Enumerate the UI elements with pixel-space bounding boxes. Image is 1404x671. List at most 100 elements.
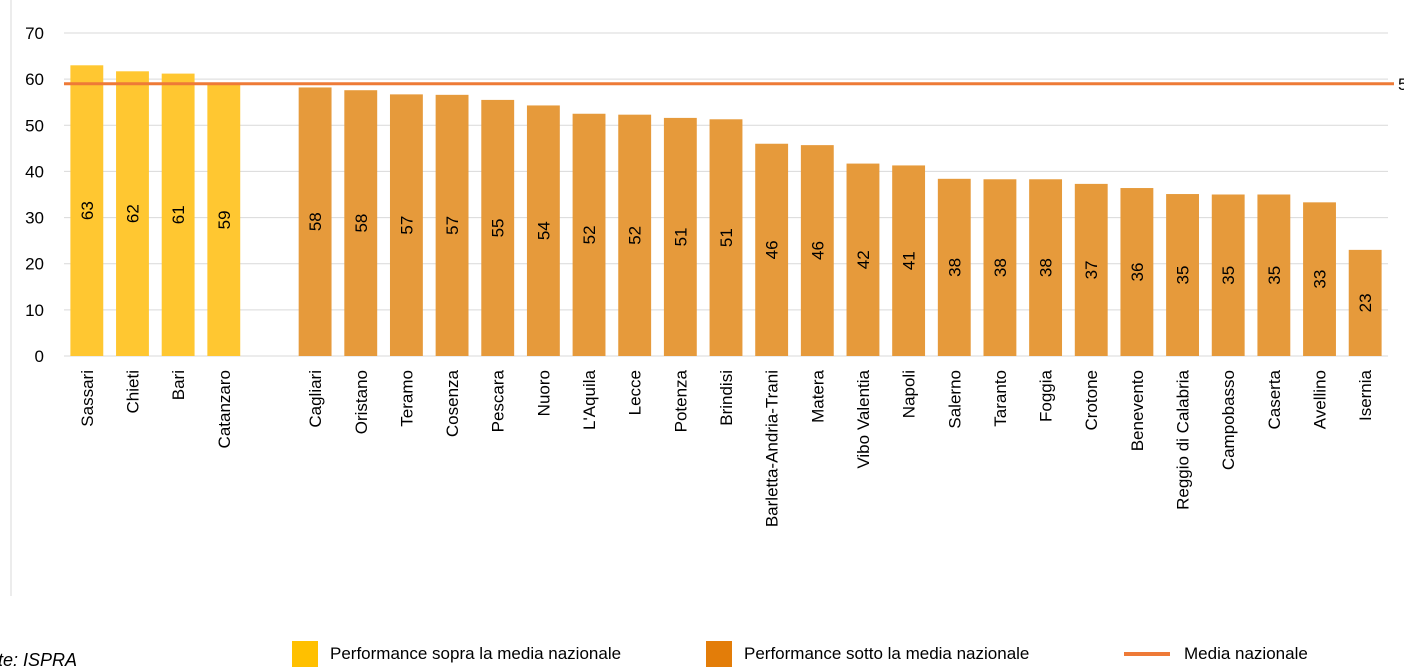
bar-catanzaro xyxy=(207,83,241,356)
bar-value-label: 58 xyxy=(306,212,325,231)
x-tick-label: Nuoro xyxy=(534,370,553,416)
x-tick-label: Bari xyxy=(169,370,188,400)
reference-line-group: 59 xyxy=(64,75,1404,94)
bar-value-label: 46 xyxy=(808,241,827,260)
y-tick-label: 50 xyxy=(25,116,44,135)
bars xyxy=(70,65,1382,357)
x-tick-label: Taranto xyxy=(991,370,1010,427)
y-tick-label: 40 xyxy=(25,162,44,181)
x-tick-label: Potenza xyxy=(671,369,690,432)
bar-value-label: 36 xyxy=(1128,263,1147,282)
bar-value-label: 35 xyxy=(1219,266,1238,285)
x-tick-label: Crotone xyxy=(1082,370,1101,430)
x-tick-label: Lecce xyxy=(626,370,645,415)
x-tick-label: Oristano xyxy=(352,370,371,434)
x-tick-label: Isernia xyxy=(1356,369,1375,421)
y-tick-label: 0 xyxy=(35,347,44,366)
legend-swatch-line xyxy=(1124,652,1170,656)
y-tick-label: 20 xyxy=(25,255,44,274)
bar-nuoro xyxy=(526,105,560,357)
bar-value-label: 35 xyxy=(1265,266,1284,285)
bar-campobasso xyxy=(1211,194,1245,356)
x-tick-label: Barletta-Andria-Trani xyxy=(763,370,782,527)
bar-value-label: 62 xyxy=(123,204,142,223)
bar-benevento xyxy=(1120,188,1154,356)
x-tick-label: Benevento xyxy=(1128,370,1147,451)
bar-value-label: 42 xyxy=(854,250,873,269)
bar-value-label: 63 xyxy=(78,201,97,220)
x-tick-label: Cagliari xyxy=(306,370,325,428)
bar-bari xyxy=(161,73,195,356)
bar-value-label: 41 xyxy=(900,251,919,270)
bar-avellino xyxy=(1303,202,1336,356)
legend-item-line: Media nazionale xyxy=(1124,640,1308,668)
x-tick-label: Foggia xyxy=(1037,369,1056,422)
bar-sassari xyxy=(70,65,104,357)
bar-value-label: 51 xyxy=(717,228,736,247)
legend-swatch-below xyxy=(706,641,732,667)
bar-pescara xyxy=(481,99,515,357)
bar-value-label: 57 xyxy=(443,216,462,235)
bar-value-label: 57 xyxy=(397,216,416,235)
bar-oristano xyxy=(344,90,378,357)
x-tick-label: Sassari xyxy=(78,370,97,427)
legend-item-above: Performance sopra la media nazionale xyxy=(292,640,621,668)
x-tick-label: Avellino xyxy=(1311,370,1330,429)
bar-value-label: 55 xyxy=(489,218,508,237)
bar-value-labels: 63 62 61 59 58 58 57 57 55 54 52 52 51 51 46 46 42 41 38 38… xyxy=(78,201,1375,312)
bar-isernia xyxy=(1348,249,1382,356)
legend-item-below: Performance sotto la media nazionale xyxy=(706,640,1029,668)
bar-vibo-valentia xyxy=(846,163,880,356)
bar-crotone xyxy=(1074,183,1108,356)
bar-value-label: 23 xyxy=(1356,293,1375,312)
bar-barletta-andria-trani xyxy=(755,143,789,356)
y-axis-ticks: 0 10 20 30 40 50 60 70 xyxy=(25,24,44,366)
bar-foggia xyxy=(1029,179,1063,356)
legend-swatch-above xyxy=(292,641,318,667)
bar-caserta xyxy=(1257,194,1291,356)
bar-value-label: 54 xyxy=(534,221,553,240)
legend-label-below: Performance sotto la media nazionale xyxy=(744,644,1030,663)
bar-value-label: 35 xyxy=(1174,266,1193,285)
bar-napoli xyxy=(892,165,926,356)
x-tick-label: Salerno xyxy=(945,370,964,429)
bar-lecce xyxy=(618,114,652,357)
x-tick-label: Reggio di Calabria xyxy=(1174,369,1193,509)
bar-value-label: 38 xyxy=(945,258,964,277)
x-tick-label: L'Aquila xyxy=(580,369,599,430)
x-tick-label: Caserta xyxy=(1265,369,1284,429)
legend-label-above: Performance sopra la media nazionale xyxy=(330,644,622,663)
bar-salerno xyxy=(937,178,971,356)
bar-value-label: 46 xyxy=(763,240,782,259)
bar-value-label: 61 xyxy=(169,205,188,224)
x-tick-label: Napoli xyxy=(900,370,919,418)
bar-brindisi xyxy=(709,119,743,356)
bar-value-label: 51 xyxy=(671,227,690,246)
x-tick-label: Vibo Valentia xyxy=(854,369,873,468)
x-tick-label: Matera xyxy=(808,369,827,422)
bar-potenza xyxy=(663,117,697,356)
bar-l-aquila xyxy=(572,113,606,356)
bar-value-label: 38 xyxy=(1037,258,1056,277)
x-tick-label: Catanzaro xyxy=(215,370,234,448)
y-tick-label: 30 xyxy=(25,209,44,228)
bar-teramo xyxy=(389,94,423,357)
x-axis-labels: Sassari Chieti Bari Catanzaro Cagliari Orista… xyxy=(78,369,1375,527)
x-tick-label: Teramo xyxy=(397,370,416,427)
y-tick-label: 70 xyxy=(25,24,44,43)
bar-value-label: 59 xyxy=(215,210,234,229)
x-tick-label: Brindisi xyxy=(717,370,736,426)
bar-value-label: 52 xyxy=(580,225,599,244)
bar-matera xyxy=(800,145,834,356)
bar-cagliari xyxy=(298,87,332,356)
bar-reggio-di-calabria xyxy=(1166,194,1199,356)
x-tick-label: Cosenza xyxy=(443,369,462,437)
y-tick-label: 60 xyxy=(25,70,44,89)
bar-taranto xyxy=(983,179,1017,356)
x-tick-label: Pescara xyxy=(489,369,508,432)
y-tick-label: 10 xyxy=(25,301,44,320)
bar-value-label: 52 xyxy=(626,226,645,245)
bar-chieti xyxy=(116,71,149,356)
source-note: nte: ISPRA xyxy=(0,650,78,670)
